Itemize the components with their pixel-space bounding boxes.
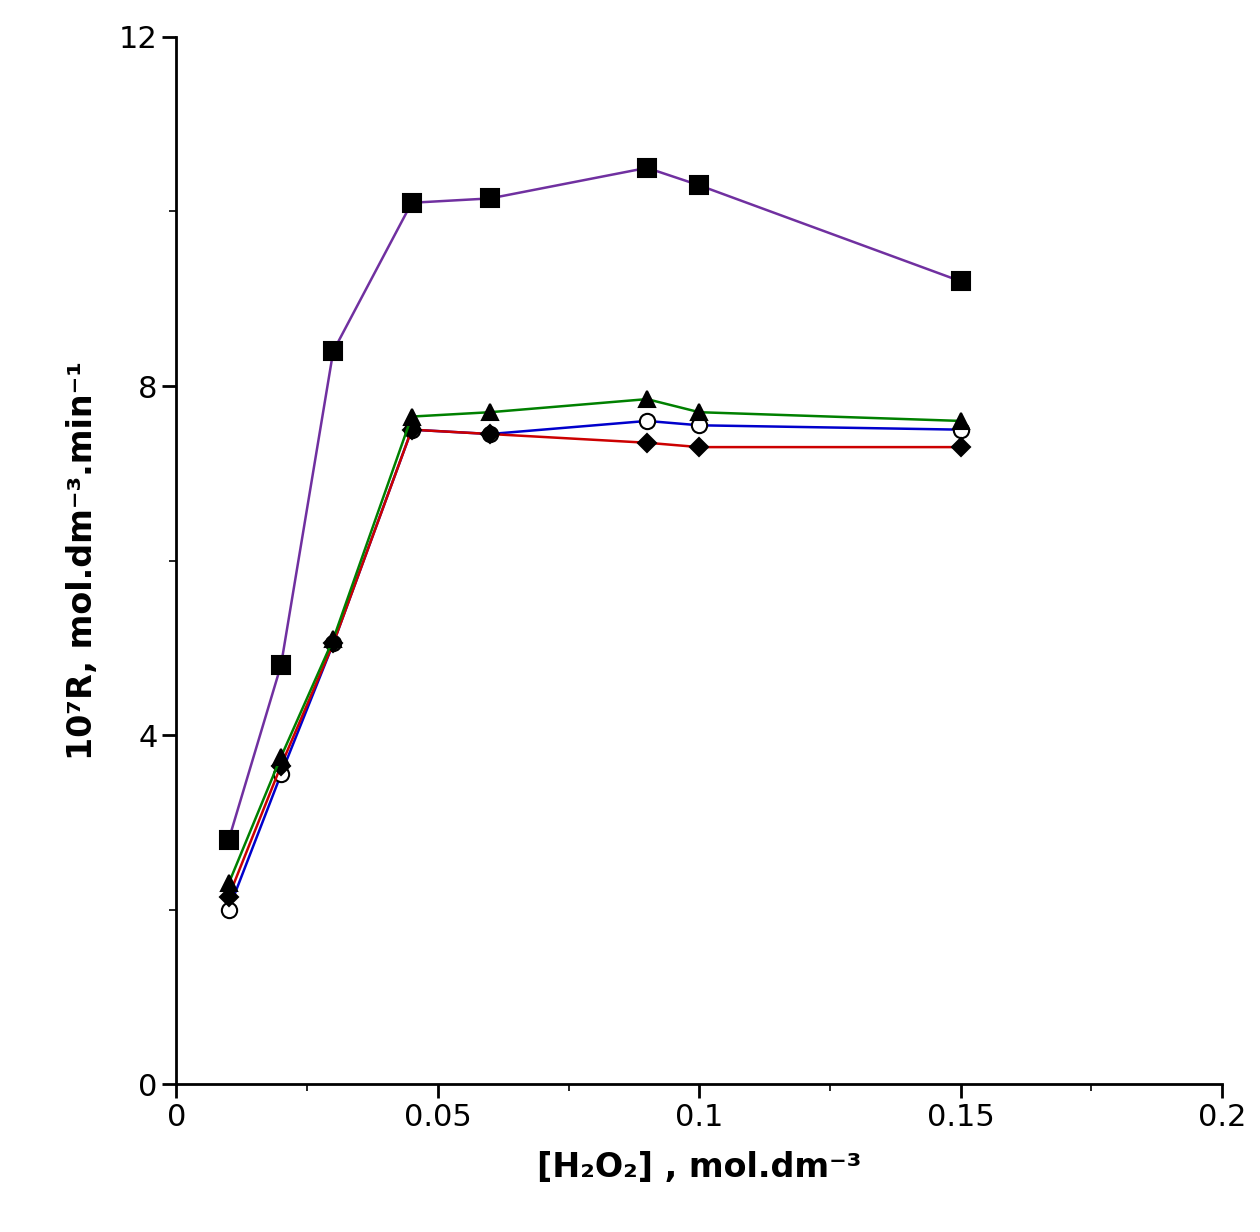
X-axis label: [H₂O₂] , mol.dm⁻³: [H₂O₂] , mol.dm⁻³ [537, 1152, 862, 1184]
Y-axis label: 10⁷R, mol.dm⁻³.min⁻¹: 10⁷R, mol.dm⁻³.min⁻¹ [67, 361, 100, 760]
